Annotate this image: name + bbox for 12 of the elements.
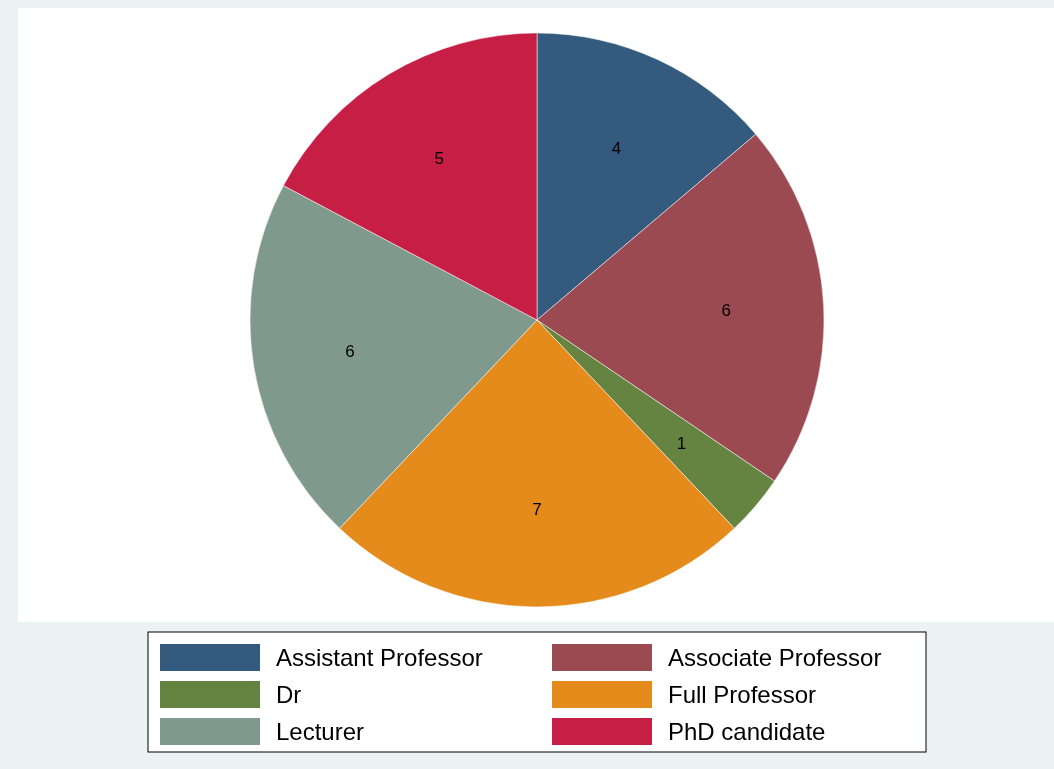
- data-label: 5: [434, 148, 445, 168]
- data-label: 7: [532, 500, 542, 520]
- data-label: 6: [345, 341, 355, 361]
- data-label: 4: [611, 139, 622, 159]
- legend-label: Dr: [276, 681, 302, 709]
- legend-label: Assistant Professor: [276, 644, 483, 672]
- legend-label: Associate Professor: [668, 644, 882, 672]
- legend-label: PhD candidate: [668, 718, 826, 746]
- legend-label: Lecturer: [276, 718, 365, 746]
- legend-label: Full Professor: [668, 681, 817, 709]
- data-label: 6: [721, 300, 731, 320]
- data-label: 1: [676, 433, 687, 453]
